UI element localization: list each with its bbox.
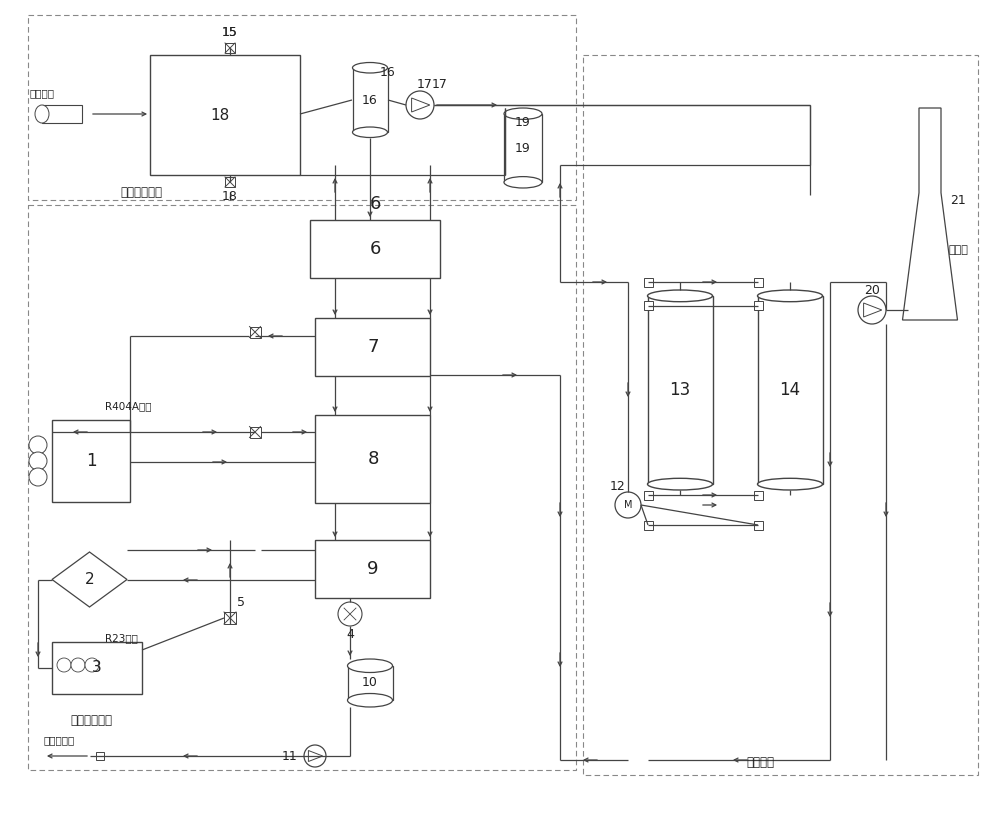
Bar bbox=[644, 300, 652, 309]
Text: 9: 9 bbox=[367, 560, 379, 578]
Bar bbox=[504, 113, 542, 182]
Bar bbox=[754, 277, 763, 286]
Text: 8: 8 bbox=[367, 450, 379, 468]
Text: 用户回收罐: 用户回收罐 bbox=[44, 735, 75, 745]
Bar bbox=[644, 490, 652, 499]
Bar bbox=[315, 318, 430, 376]
Circle shape bbox=[304, 745, 326, 767]
Text: 10: 10 bbox=[362, 676, 378, 690]
Text: R23循环: R23循环 bbox=[105, 633, 138, 643]
Text: 12: 12 bbox=[610, 481, 626, 494]
Text: 2: 2 bbox=[85, 573, 95, 588]
Text: 13: 13 bbox=[669, 381, 691, 399]
Circle shape bbox=[29, 436, 47, 454]
Text: 吸附系统: 吸附系统 bbox=[746, 756, 774, 769]
Circle shape bbox=[858, 296, 886, 324]
Ellipse shape bbox=[35, 105, 49, 123]
Text: 16: 16 bbox=[380, 65, 396, 78]
Bar bbox=[224, 612, 236, 624]
Ellipse shape bbox=[352, 127, 388, 138]
Bar bbox=[250, 326, 260, 338]
Text: 18: 18 bbox=[222, 190, 238, 203]
Ellipse shape bbox=[348, 659, 392, 672]
Bar bbox=[96, 752, 104, 760]
Text: 气体切换系统: 气体切换系统 bbox=[120, 185, 162, 198]
Polygon shape bbox=[412, 98, 430, 112]
Text: 7: 7 bbox=[367, 338, 379, 356]
Text: 4: 4 bbox=[346, 628, 354, 641]
Circle shape bbox=[85, 658, 99, 672]
Text: 19: 19 bbox=[515, 141, 531, 154]
Text: 3: 3 bbox=[92, 660, 102, 676]
Ellipse shape bbox=[648, 478, 712, 490]
Bar bbox=[583, 55, 978, 775]
Bar bbox=[754, 521, 763, 530]
Bar bbox=[52, 642, 142, 694]
Text: 混合油气: 混合油气 bbox=[30, 88, 55, 98]
Bar bbox=[310, 220, 440, 278]
Ellipse shape bbox=[504, 108, 542, 119]
Ellipse shape bbox=[504, 176, 542, 188]
Bar bbox=[758, 296, 822, 484]
Bar bbox=[754, 300, 763, 309]
Bar bbox=[315, 415, 430, 503]
Text: 17: 17 bbox=[417, 78, 433, 91]
Bar bbox=[42, 105, 82, 123]
Text: 16: 16 bbox=[362, 94, 378, 107]
Bar bbox=[348, 666, 392, 700]
Bar bbox=[644, 521, 652, 530]
Text: 11: 11 bbox=[282, 750, 298, 762]
Bar bbox=[28, 205, 576, 770]
Circle shape bbox=[57, 658, 71, 672]
Bar bbox=[315, 540, 430, 598]
Circle shape bbox=[29, 468, 47, 486]
Text: M: M bbox=[624, 500, 632, 510]
Bar bbox=[225, 177, 235, 187]
Text: 5: 5 bbox=[237, 596, 245, 610]
Bar bbox=[754, 490, 763, 499]
Bar bbox=[644, 277, 652, 286]
Bar bbox=[648, 296, 712, 484]
Text: 6: 6 bbox=[369, 195, 381, 213]
Bar bbox=[352, 68, 388, 132]
Text: 1: 1 bbox=[86, 452, 96, 470]
Text: 19: 19 bbox=[515, 116, 531, 128]
Polygon shape bbox=[902, 108, 958, 320]
Polygon shape bbox=[52, 552, 127, 607]
Bar bbox=[52, 420, 130, 502]
Polygon shape bbox=[308, 751, 323, 761]
Ellipse shape bbox=[348, 694, 392, 707]
Text: 15: 15 bbox=[222, 26, 238, 39]
Circle shape bbox=[338, 602, 362, 626]
Text: 21: 21 bbox=[950, 193, 966, 206]
Text: R404A循环: R404A循环 bbox=[105, 401, 152, 411]
Ellipse shape bbox=[758, 478, 822, 490]
Bar bbox=[225, 43, 235, 53]
Polygon shape bbox=[864, 303, 882, 317]
Text: 低温冷凝系统: 低温冷凝系统 bbox=[70, 713, 112, 726]
Text: 17: 17 bbox=[432, 78, 448, 91]
Circle shape bbox=[29, 452, 47, 470]
Text: 15: 15 bbox=[222, 26, 238, 39]
Text: 排空筒: 排空筒 bbox=[948, 245, 968, 255]
Text: 20: 20 bbox=[864, 283, 880, 296]
Text: 18: 18 bbox=[210, 108, 230, 122]
Bar bbox=[250, 427, 260, 437]
Ellipse shape bbox=[758, 290, 822, 302]
Circle shape bbox=[615, 492, 641, 518]
Circle shape bbox=[406, 91, 434, 119]
Bar bbox=[150, 55, 300, 175]
Text: 14: 14 bbox=[779, 381, 801, 399]
Text: 6: 6 bbox=[369, 240, 381, 258]
Circle shape bbox=[71, 658, 85, 672]
Ellipse shape bbox=[648, 290, 712, 302]
Bar bbox=[28, 15, 576, 200]
Ellipse shape bbox=[352, 63, 388, 73]
